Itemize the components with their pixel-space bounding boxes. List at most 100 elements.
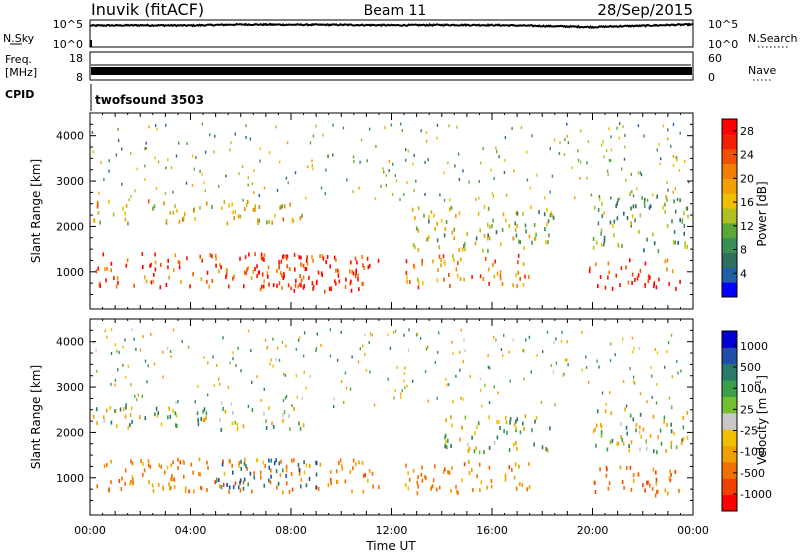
scatter-cell-0 bbox=[225, 275, 227, 280]
scatter-cell-3 bbox=[478, 462, 481, 467]
scatter-cell-6 bbox=[680, 441, 683, 446]
scatter-cell-2 bbox=[254, 204, 256, 209]
scatter-cell-3 bbox=[515, 273, 517, 278]
scatter-sparse bbox=[419, 337, 422, 340]
scatter-sparse bbox=[393, 396, 395, 400]
scatter-cell-3 bbox=[519, 482, 521, 487]
scatter-cell-3 bbox=[513, 475, 516, 480]
scatter-cell-4 bbox=[445, 220, 448, 224]
scatter-cell-3 bbox=[417, 484, 419, 489]
scatter-cell-0 bbox=[149, 464, 152, 469]
scatter-cell-6 bbox=[663, 419, 665, 424]
scatter-cell-0 bbox=[336, 479, 339, 484]
scatter-sparse bbox=[316, 332, 318, 336]
scatter-cell-0 bbox=[244, 255, 247, 260]
scatter-cell-0 bbox=[371, 471, 374, 476]
scatter-sparse bbox=[154, 156, 156, 160]
scatter-cell-0 bbox=[225, 272, 228, 277]
scatter-cell-4 bbox=[483, 450, 485, 455]
scatter-cell-0 bbox=[352, 458, 355, 463]
scatter-cell-3 bbox=[468, 471, 471, 476]
scatter-cell-3 bbox=[455, 484, 457, 489]
scatter-cell-6 bbox=[601, 214, 603, 219]
scatter-cell-6 bbox=[648, 205, 651, 210]
scatter-cell-2 bbox=[112, 212, 115, 217]
scatter-cell-3 bbox=[417, 285, 420, 290]
scatter-cell-4 bbox=[487, 236, 489, 241]
scatter-cell-2 bbox=[202, 409, 204, 414]
scatter-cell-4 bbox=[512, 236, 515, 241]
scatter-sparse bbox=[460, 396, 462, 400]
scatter-cell-2 bbox=[282, 418, 284, 423]
scatter-cell-4 bbox=[475, 446, 477, 451]
scatter-cell-2 bbox=[236, 422, 239, 427]
scatter-cell-6 bbox=[630, 221, 632, 226]
scatter-cell-0 bbox=[209, 253, 212, 257]
scatter-cell-0 bbox=[253, 471, 255, 476]
scatter-cell-4 bbox=[492, 218, 494, 223]
scatter-cell-6 bbox=[603, 235, 606, 240]
scatter-sparse bbox=[275, 358, 277, 362]
scatter-cell-2 bbox=[266, 220, 268, 225]
scatter-cell-3 bbox=[499, 276, 502, 281]
scatter-cell-1 bbox=[352, 271, 355, 276]
scatter-sparse bbox=[640, 173, 643, 177]
scatter-sparse bbox=[629, 367, 631, 370]
scatter-sparse bbox=[586, 176, 588, 180]
colorbar-swatch bbox=[722, 193, 737, 209]
scatter-cell-0 bbox=[215, 256, 217, 261]
scatter-cell-6 bbox=[652, 414, 655, 419]
scatter-cell-4 bbox=[533, 442, 535, 447]
scatter-sparse bbox=[311, 159, 313, 163]
scatter-cell-6 bbox=[621, 244, 623, 249]
scatter-cell-3 bbox=[436, 487, 438, 492]
scatter-cell-6 bbox=[666, 223, 669, 228]
scatter-sparse bbox=[427, 158, 429, 162]
scatter-cell-4 bbox=[514, 221, 516, 226]
scatter-sparse bbox=[412, 162, 414, 166]
scatter-cell-3 bbox=[459, 277, 462, 281]
scatter-cell-2 bbox=[257, 218, 259, 223]
scatter-cell-1 bbox=[295, 278, 297, 283]
scatter-cell-1 bbox=[240, 466, 242, 471]
scatter-cell-0 bbox=[300, 477, 303, 482]
scatter-cell-0 bbox=[319, 254, 321, 259]
scatter-cell-4 bbox=[533, 223, 536, 227]
scatter-sparse bbox=[199, 169, 201, 173]
scatter-cell-4 bbox=[455, 214, 457, 218]
scatter-cell-0 bbox=[223, 471, 226, 476]
scatter-sparse bbox=[302, 354, 305, 358]
scatter-cell-0 bbox=[278, 262, 280, 267]
scatter-cell-3 bbox=[416, 277, 419, 282]
scatter-cell-5 bbox=[649, 483, 651, 488]
scatter-sparse bbox=[392, 162, 394, 166]
scatter-cell-0 bbox=[340, 463, 343, 468]
scatter-sparse bbox=[303, 331, 306, 335]
scatter-cell-6 bbox=[611, 438, 614, 443]
scatter-sparse bbox=[201, 172, 203, 176]
scatter-cell-4 bbox=[477, 211, 480, 216]
scatter-sparse bbox=[395, 179, 398, 183]
scatter-sparse bbox=[114, 383, 116, 387]
scatter-sparse bbox=[329, 354, 332, 358]
scatter-sparse bbox=[136, 167, 138, 171]
colorbar-swatch bbox=[722, 396, 737, 414]
scatter-cell-3 bbox=[431, 484, 434, 489]
scatter-cell-1 bbox=[239, 480, 241, 485]
scatter-cell-0 bbox=[102, 252, 105, 257]
y-tick-label: 4000 bbox=[56, 336, 84, 349]
scatter-sparse bbox=[144, 147, 146, 151]
scatter-cell-0 bbox=[377, 258, 380, 263]
scatter-cell-6 bbox=[685, 206, 688, 211]
scatter-sparse bbox=[413, 189, 415, 192]
scatter-cell-0 bbox=[167, 258, 169, 263]
scatter-sparse bbox=[489, 366, 491, 370]
scatter-sparse bbox=[566, 340, 568, 344]
scatter-sparse bbox=[108, 169, 110, 173]
scatter-cell-5 bbox=[608, 270, 610, 275]
scatter-cell-2 bbox=[152, 206, 154, 211]
scatter-cell-0 bbox=[143, 275, 146, 280]
scatter-sparse bbox=[672, 155, 675, 158]
scatter-sparse bbox=[385, 183, 387, 187]
scatter-cell-6 bbox=[593, 205, 596, 210]
